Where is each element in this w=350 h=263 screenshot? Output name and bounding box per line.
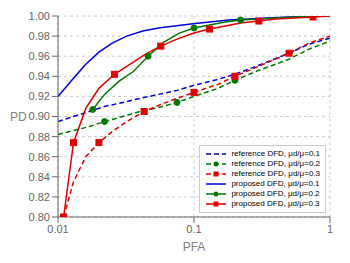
html-text:proposed DFD, μd/μ=0.2: proposed DFD, μd/μ=0.2 <box>231 189 320 198</box>
svg-text:PFA: PFA <box>183 240 206 253</box>
svg-text:PD: PD <box>10 110 27 124</box>
svg-text:0.84: 0.84 <box>29 171 50 183</box>
html-text:reference DFD, μd/μ=0.2: reference DFD, μd/μ=0.2 <box>231 159 320 168</box>
svg-text:0.86: 0.86 <box>29 151 50 163</box>
svg-text:0.90: 0.90 <box>29 110 50 122</box>
svg-text:0.94: 0.94 <box>29 70 50 82</box>
html-text:reference DFD, μd/μ=0.1: reference DFD, μd/μ=0.1 <box>231 149 320 158</box>
html-text:reference DFD, μd/μ=0.3: reference DFD, μd/μ=0.3 <box>231 169 320 178</box>
svg-text:0.96: 0.96 <box>29 50 50 62</box>
svg-text:0.01: 0.01 <box>47 223 68 235</box>
html-text:proposed DFD, μd/μ=0.1: proposed DFD, μd/μ=0.1 <box>231 179 320 188</box>
html-text:proposed DFD, μd/μ=0.3: proposed DFD, μd/μ=0.3 <box>231 199 320 208</box>
svg-text:0.92: 0.92 <box>29 90 50 102</box>
svg-text:0.80: 0.80 <box>29 211 50 223</box>
svg-text:0.82: 0.82 <box>29 191 50 203</box>
svg-text:1.00: 1.00 <box>29 10 50 22</box>
svg-text:0.1: 0.1 <box>186 223 201 235</box>
svg-text:0.88: 0.88 <box>29 131 50 143</box>
svg-text:1: 1 <box>327 223 333 235</box>
svg-text:0.98: 0.98 <box>29 30 50 42</box>
